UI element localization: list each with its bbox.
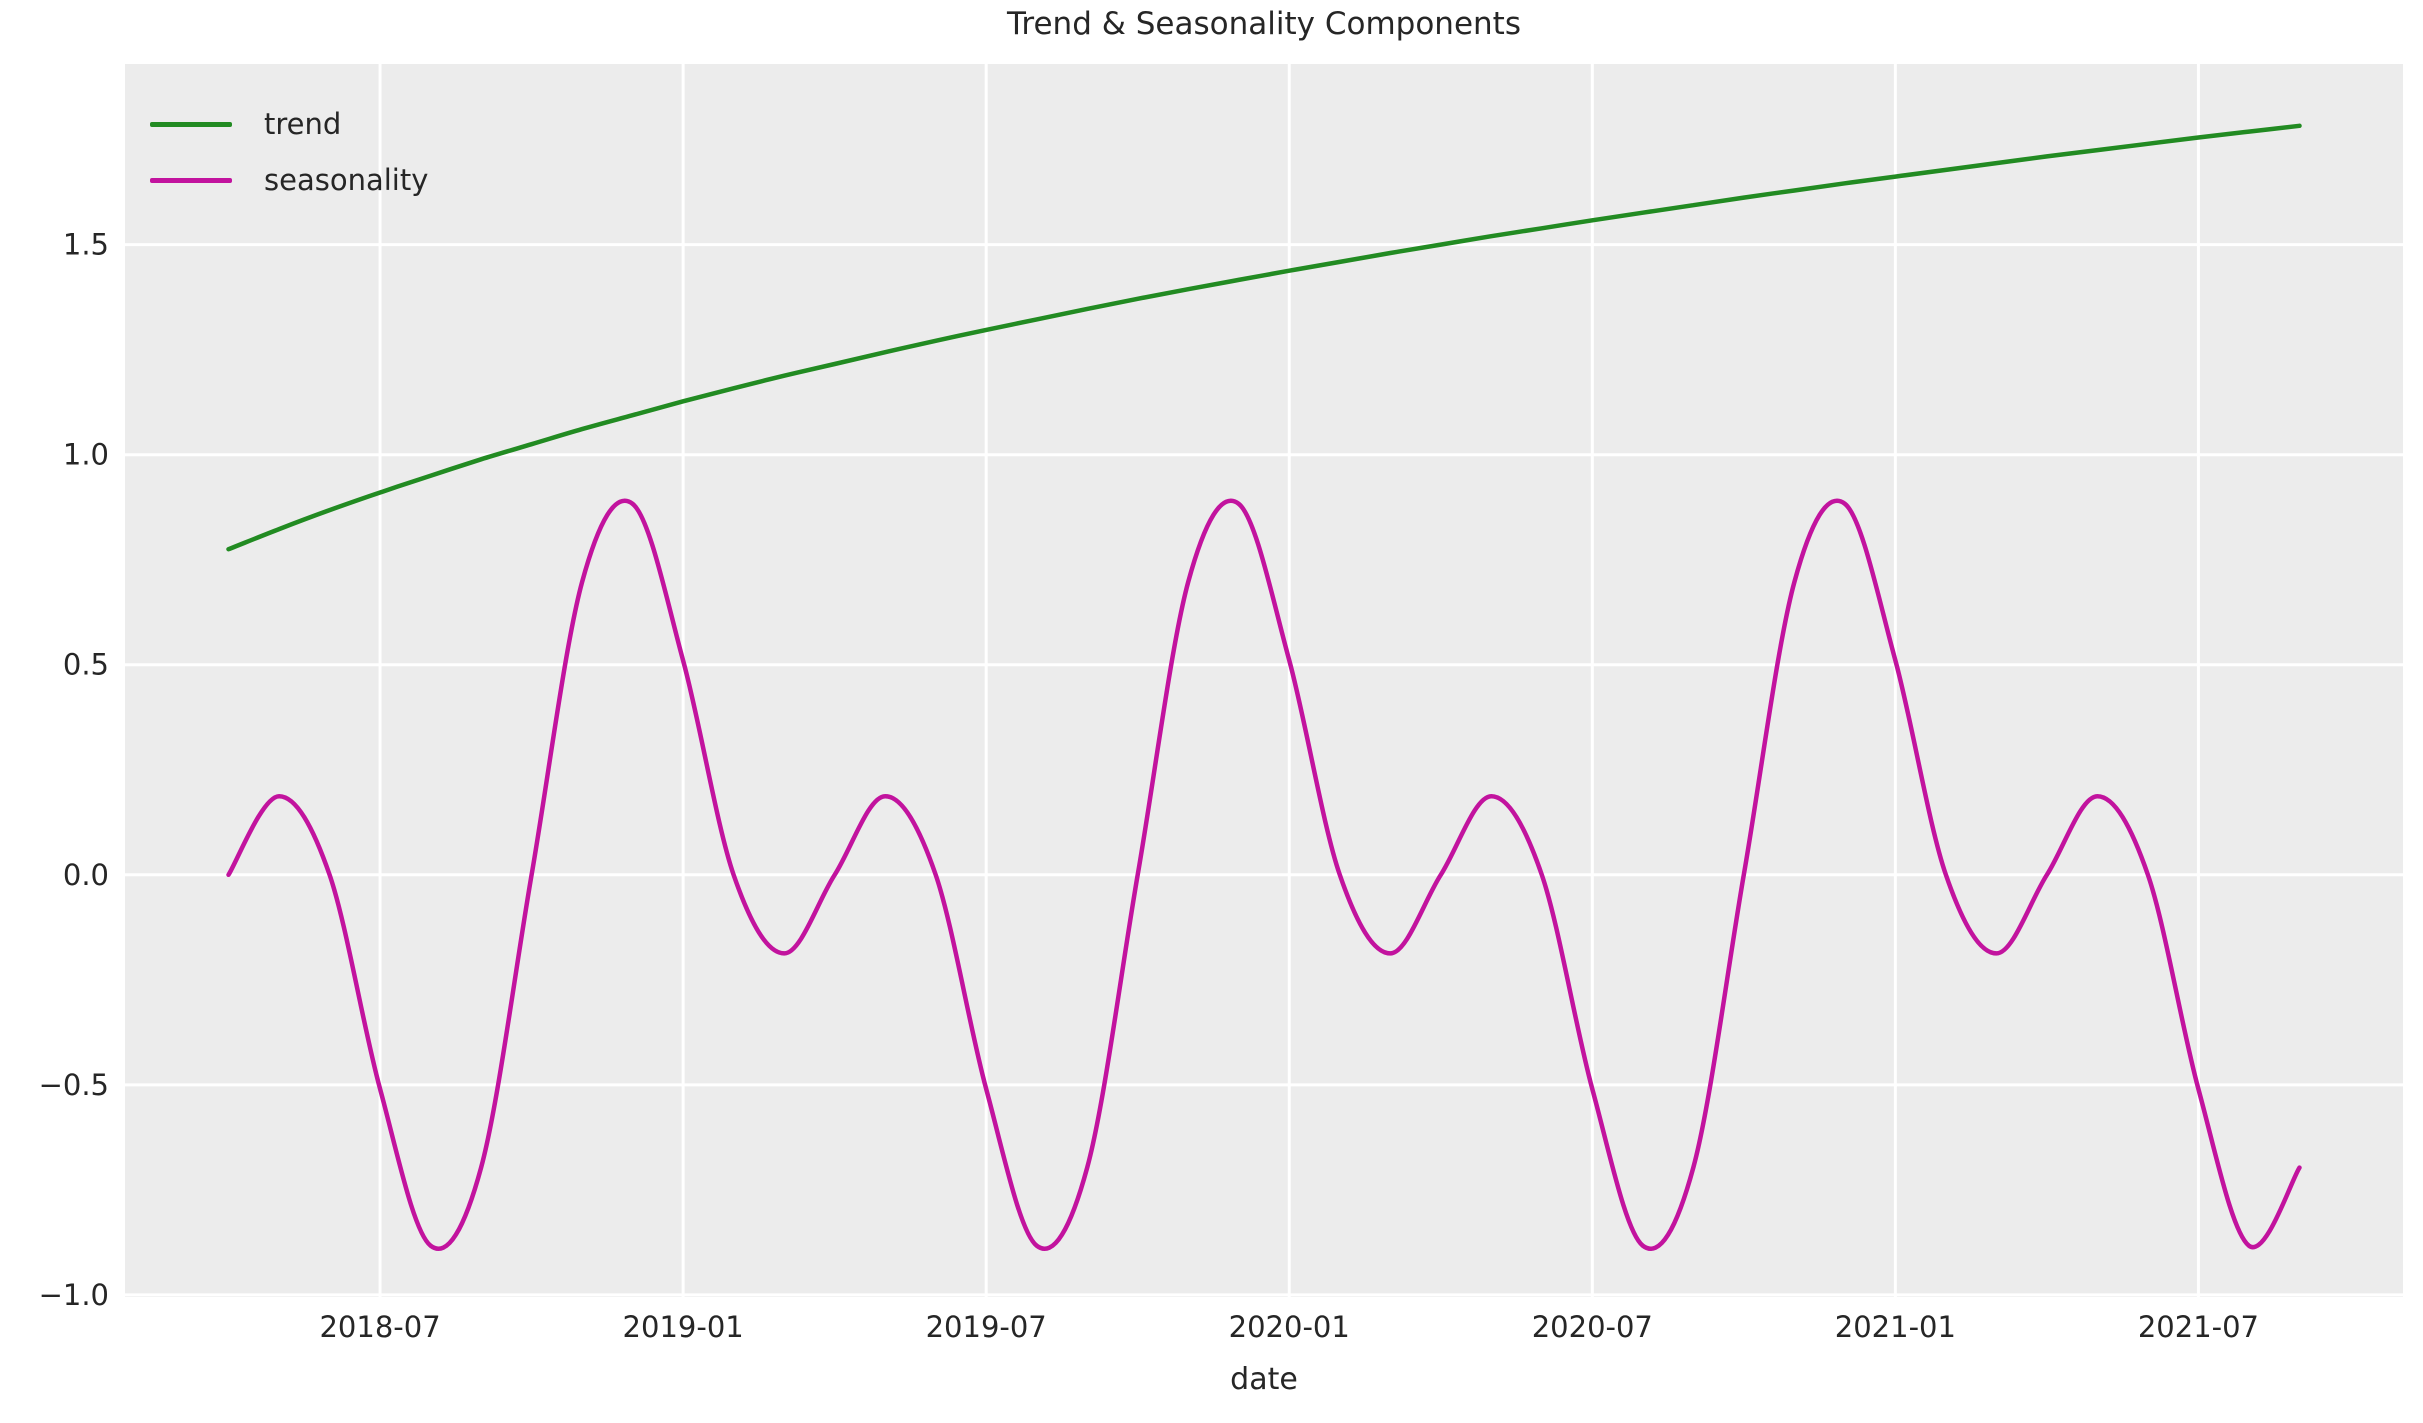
x-tick-label: 2020-01 (1229, 1310, 1350, 1344)
y-tick-label: −0.5 (39, 1068, 109, 1102)
y-tick-label: 1.5 (63, 228, 109, 262)
series-line-trend (226, 123, 2302, 552)
series-line-seasonality (226, 498, 2302, 1251)
x-tick-label: 2021-07 (2138, 1310, 2259, 1344)
y-tick-label: 0.0 (63, 858, 109, 892)
y-tick-label: 1.0 (63, 438, 109, 472)
chart-title: Trend & Seasonality Components (1007, 6, 1521, 42)
seasonality-line-swatch (150, 177, 232, 183)
x-axis-label: date (1230, 1362, 1298, 1397)
x-tick-label: 2021-01 (1835, 1310, 1956, 1344)
trend-line-swatch (150, 121, 232, 127)
plot-area (125, 64, 2403, 1297)
x-tick-label: 2019-01 (623, 1310, 744, 1344)
x-tick-label: 2020-07 (1532, 1310, 1653, 1344)
x-tick-label: 2019-07 (926, 1310, 1047, 1344)
legend: trend seasonality (150, 96, 428, 208)
legend-entry-seasonality: seasonality (150, 152, 428, 208)
y-tick-label: 0.5 (63, 648, 109, 682)
legend-entry-trend: trend (150, 96, 428, 152)
x-tick-label: 2018-07 (319, 1310, 440, 1344)
legend-label-seasonality: seasonality (264, 163, 429, 197)
legend-label-trend: trend (264, 107, 342, 141)
y-tick-label: −1.0 (39, 1278, 109, 1312)
